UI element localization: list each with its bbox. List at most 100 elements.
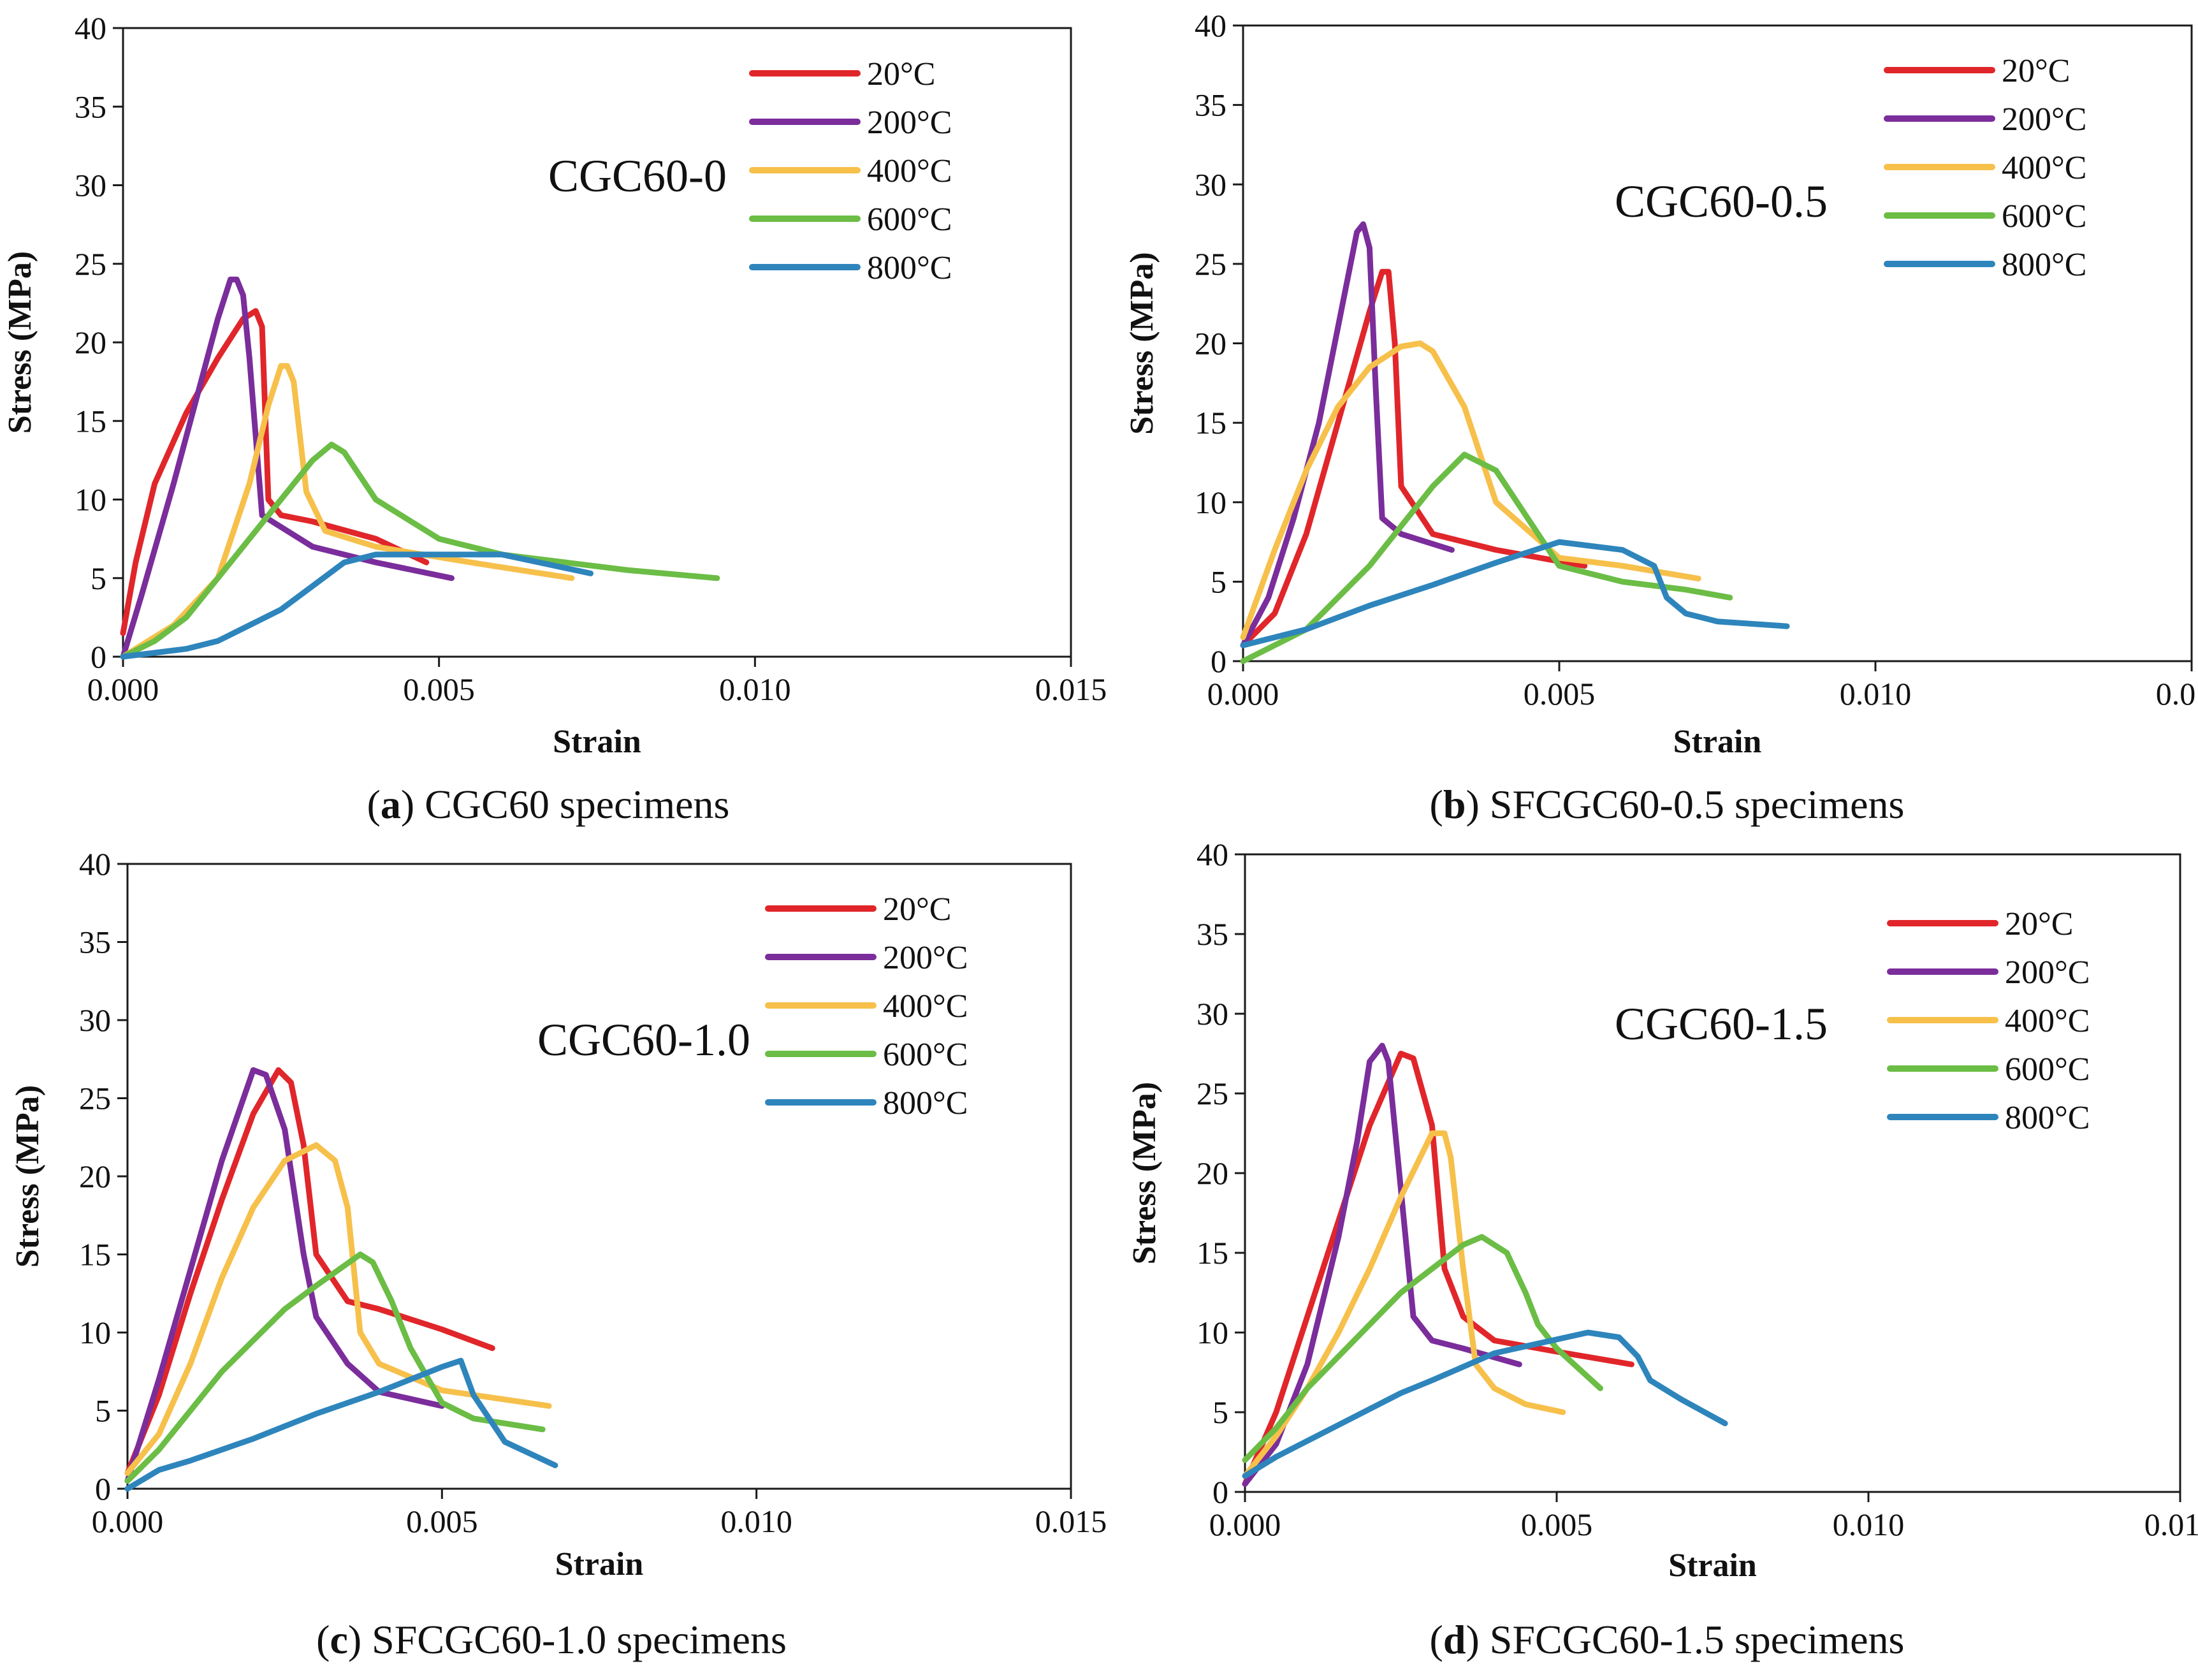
x-tick-label: 0.015 — [2144, 1507, 2198, 1542]
x-tick-label: 0.000 — [92, 1503, 164, 1539]
series-line-400c — [124, 1142, 552, 1476]
series-line-600c — [120, 441, 720, 660]
caption-text: SFCGC60-1.0 specimens — [372, 1617, 787, 1662]
y-tick-label: 35 — [1195, 87, 1226, 123]
legend-label: 800°C — [867, 250, 952, 286]
y-tick-label: 30 — [75, 168, 106, 203]
legend: 20°C 200°C 400°C 600°C 800°C — [749, 56, 952, 286]
y-tick-label: 5 — [95, 1393, 111, 1429]
y-tick-label: 20 — [79, 1158, 111, 1194]
legend-label: 600°C — [883, 1037, 968, 1073]
x-tick-label: 0.010 — [1840, 676, 1912, 712]
y-tick-label: 30 — [1197, 996, 1228, 1032]
series-line-200c — [1240, 221, 1455, 648]
plot-frame — [1244, 853, 2181, 1493]
chart-panel-d: 0 5 10 15 20 25 30 35 40 0.000 0.005 0.010 0.015 Stra… — [1126, 836, 2198, 1584]
series-line-400c — [1240, 340, 1701, 641]
y-tick-label: 15 — [75, 403, 106, 439]
series-line-20c — [1240, 268, 1588, 648]
legend-label: 400°C — [867, 153, 952, 189]
x-axis-title: Strain — [553, 724, 641, 760]
series-line-800c — [1240, 539, 1790, 648]
series-line-200c — [124, 1067, 445, 1484]
legend-label: 600°C — [2002, 198, 2086, 235]
y-tick-label: 10 — [79, 1315, 111, 1350]
y-tick-label: 25 — [79, 1081, 111, 1116]
x-axis-title: Strain — [555, 1546, 644, 1582]
y-tick-label: 25 — [1197, 1076, 1228, 1111]
y-tick-label: 35 — [1197, 916, 1228, 952]
chart-panel-c: 0 5 10 15 20 25 30 35 40 0.000 0.005 0.010 0.015 Stra… — [10, 846, 1107, 1582]
x-tick-label: 0.005 — [406, 1503, 478, 1539]
y-tick-label: 40 — [75, 10, 106, 46]
y-tick-label: 5 — [1211, 564, 1226, 599]
y-tick-label: 25 — [1195, 246, 1226, 282]
series-line-200c — [1242, 1042, 1522, 1487]
x-tick-label: 0.005 — [1524, 676, 1596, 712]
legend-label: 800°C — [2002, 247, 2086, 283]
x-tick-label: 0.000 — [1209, 1507, 1281, 1542]
y-axis-title: Stress (MPa) — [10, 1085, 46, 1267]
legend-label: 200°C — [2005, 954, 2090, 991]
x-tick-label: 0.000 — [87, 671, 159, 707]
legend: 20°C 200°C 400°C 600°C 800°C — [765, 891, 968, 1121]
caption-a: (a) CGC60 specimens — [367, 782, 730, 827]
legend-label: 800°C — [883, 1085, 968, 1121]
caption-text: SFCGC60-1.5 specimens — [1489, 1617, 1905, 1662]
legend-label: 20°C — [2002, 53, 2070, 89]
y-tick-label: 15 — [1197, 1235, 1228, 1271]
x-tick-label: 0.015 — [1035, 671, 1107, 707]
x-tick-label: 0.005 — [1521, 1507, 1593, 1542]
y-tick-label: 0 — [1212, 1474, 1228, 1510]
legend-label: 200°C — [867, 105, 952, 141]
caption-letter: a — [380, 782, 401, 827]
x-tick-label: 0.010 — [719, 671, 791, 707]
y-tick-label: 20 — [75, 325, 106, 360]
x-tick-label: 0.010 — [1833, 1507, 1905, 1542]
series-line-20c — [120, 308, 430, 636]
caption-text: SFCGC60-0.5 specimens — [1489, 782, 1905, 827]
caption-b: (b) SFCGC60-0.5 specimens — [1429, 782, 1905, 827]
legend: 20°C 200°C 400°C 600°C 800°C — [1884, 53, 2086, 283]
y-tick-label: 40 — [1195, 8, 1226, 43]
inset-title: CGC60-0.5 — [1615, 176, 1828, 227]
x-tick-label: 0.010 — [720, 1503, 792, 1539]
y-tick-label: 10 — [75, 482, 106, 518]
y-tick-label: 15 — [79, 1237, 111, 1273]
y-axis-title: Stress (MPa) — [2, 251, 38, 434]
legend-label: 20°C — [867, 56, 935, 92]
legend-label: 20°C — [883, 891, 951, 928]
y-tick-label: 35 — [75, 89, 106, 124]
y-tick-label: 20 — [1195, 326, 1226, 362]
y-tick-label: 40 — [79, 846, 111, 882]
caption-text: CGC60 specimens — [425, 782, 730, 827]
caption-letter: b — [1443, 782, 1466, 827]
legend-label: 800°C — [2005, 1100, 2090, 1136]
y-tick-label: 25 — [75, 246, 106, 282]
y-tick-label: 35 — [79, 924, 111, 960]
y-tick-label: 40 — [1197, 836, 1228, 872]
series-line-200c — [120, 276, 455, 660]
y-tick-label: 0 — [1211, 643, 1226, 679]
y-tick-label: 10 — [1195, 485, 1226, 520]
series-line-20c — [124, 1067, 495, 1476]
y-tick-label: 0 — [91, 639, 106, 675]
caption-d: (d) SFCGC60-1.5 specimens — [1429, 1617, 1905, 1662]
x-tick-label: 0.015 — [2156, 676, 2198, 712]
series-line-600c — [1240, 451, 1733, 664]
legend-label: 400°C — [2002, 150, 2086, 186]
caption-letter: d — [1443, 1617, 1466, 1662]
inset-title: CGC60-1.0 — [537, 1014, 750, 1065]
legend-label: 600°C — [867, 201, 952, 238]
legend-label: 200°C — [883, 940, 968, 976]
y-tick-label: 0 — [95, 1471, 111, 1507]
caption-letter: c — [330, 1617, 348, 1662]
chart-panel-a: 0 5 10 15 20 25 30 35 40 0.000 0.005 0.010 0.015 Stra… — [2, 10, 1107, 760]
inset-title: CGC60-1.5 — [1615, 998, 1828, 1049]
legend-label: 20°C — [2005, 906, 2073, 942]
legend: 20°C 200°C 400°C 600°C 800°C — [1887, 906, 2090, 1136]
x-tick-label: 0.015 — [1035, 1503, 1107, 1539]
series-line-800c — [1242, 1329, 1728, 1479]
x-tick-label: 0.005 — [403, 671, 475, 707]
